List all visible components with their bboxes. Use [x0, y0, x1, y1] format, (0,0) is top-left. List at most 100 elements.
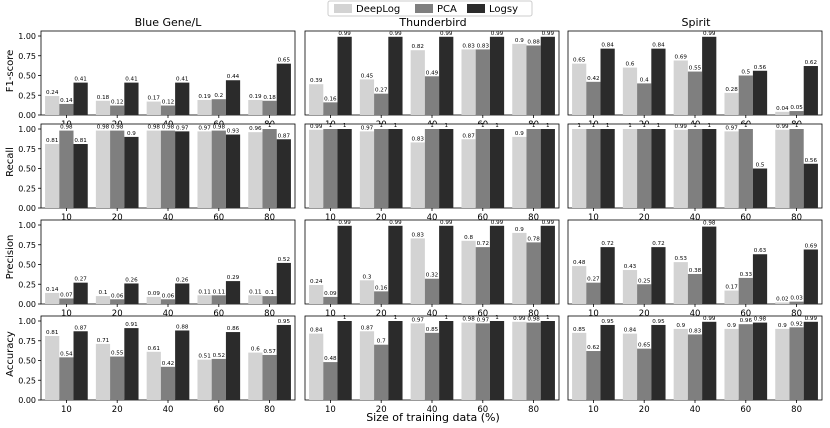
bar-pca-20 — [637, 83, 652, 115]
x-tick-label: 40 — [163, 213, 174, 223]
x-tick-label: 60 — [477, 213, 488, 223]
data-label: 0.81 — [74, 138, 87, 144]
x-tick-label: 10 — [61, 405, 72, 415]
bar-pca-10 — [59, 298, 74, 304]
data-label: 0.92 — [790, 321, 802, 327]
data-label: 0.84 — [652, 43, 665, 49]
bar-logsy-40 — [175, 82, 190, 115]
data-label: 0.95 — [652, 319, 665, 325]
bar-logsy-10 — [600, 247, 615, 304]
x-tick-label: 80 — [791, 213, 802, 223]
x-tick-label: 80 — [791, 309, 802, 319]
x-tick-label: 60 — [477, 309, 488, 319]
data-label: 0.98 — [60, 125, 73, 131]
data-label: 0.98 — [462, 317, 475, 323]
bar-deeplog-10 — [309, 129, 324, 208]
data-label: 0.71 — [97, 338, 110, 344]
data-label: 0.24 — [46, 90, 59, 96]
bar-pca-40 — [424, 76, 440, 115]
bar-pca-60 — [738, 129, 753, 208]
data-label: 0.29 — [227, 275, 240, 281]
bar-deeplog-80 — [775, 111, 790, 115]
data-label: 0.06 — [162, 293, 175, 299]
bar-deeplog-20 — [95, 296, 111, 304]
bar-logsy-10 — [73, 82, 88, 115]
data-label: 1 — [379, 123, 383, 129]
bar-pca-40 — [424, 278, 440, 304]
data-label: 0.99 — [491, 31, 504, 37]
bar-logsy-20 — [124, 136, 139, 208]
bar-pca-10 — [59, 103, 74, 115]
bar-pca-10 — [323, 362, 338, 400]
x-tick-label: 10 — [61, 309, 72, 319]
bar-logsy-40 — [702, 36, 717, 115]
panel-spirit-accuracy: 100.850.620.95200.840.650.95400.90.830.9… — [567, 315, 823, 415]
data-label: 1 — [495, 315, 499, 321]
bar-pca-40 — [160, 366, 176, 400]
data-label: 0.5 — [756, 163, 765, 169]
data-label: 0.83 — [412, 232, 425, 238]
bar-pca-60 — [211, 130, 226, 208]
data-label: 0.12 — [162, 100, 174, 106]
bar-deeplog-60 — [461, 49, 476, 115]
data-label: 0.97 — [477, 317, 490, 323]
x-tick-label: 40 — [163, 309, 174, 319]
bar-logsy-10 — [337, 36, 352, 115]
bar-logsy-80 — [276, 324, 291, 400]
row-label-recall: Recall — [5, 147, 16, 177]
y-tick-label: 0.50 — [18, 165, 36, 174]
x-tick-label: 20 — [112, 309, 123, 319]
bar-logsy-10 — [600, 324, 615, 400]
x-tick-label: 20 — [376, 405, 387, 415]
bar-deeplog-60 — [197, 99, 212, 115]
x-tick-label: 20 — [376, 309, 387, 319]
data-label: 0.39 — [310, 78, 323, 84]
bar-pca-80 — [526, 45, 541, 116]
bar-pca-20 — [374, 129, 389, 208]
data-label: 1 — [343, 123, 347, 129]
bar-pca-80 — [262, 129, 277, 208]
x-tick-label: 40 — [163, 405, 174, 415]
data-label: 0.7 — [377, 339, 386, 345]
bar-deeplog-10 — [572, 129, 587, 208]
bar-deeplog-80 — [512, 136, 527, 208]
y-tick-label: 0.25 — [18, 280, 36, 289]
data-label: 0.83 — [462, 43, 475, 49]
bar-pca-40 — [424, 129, 440, 208]
bar-logsy-60 — [752, 322, 768, 400]
data-label: 1 — [394, 123, 398, 129]
data-label: 0.11 — [249, 289, 262, 295]
data-label: 0.5 — [741, 70, 750, 76]
data-label: 1 — [546, 123, 550, 129]
bar-logsy-80 — [803, 249, 818, 304]
bar-deeplog-10 — [572, 266, 587, 304]
y-tick-label: 0.00 — [18, 204, 36, 213]
data-label: 0.1 — [99, 290, 108, 296]
bar-logsy-20 — [388, 225, 403, 304]
bar-deeplog-40 — [146, 130, 161, 208]
data-label: 0.99 — [675, 124, 688, 130]
y-tick-label: 0.25 — [18, 376, 36, 385]
bar-logsy-40 — [175, 330, 190, 400]
data-label: 0.99 — [542, 220, 555, 226]
data-label: 1 — [795, 123, 799, 129]
data-label: 0.63 — [754, 248, 767, 254]
y-tick-label: 0.50 — [18, 261, 36, 270]
data-label: 0.8 — [464, 235, 473, 241]
data-label: 0.98 — [148, 125, 161, 131]
bar-deeplog-40 — [410, 50, 425, 115]
data-label: 1 — [606, 123, 610, 129]
x-axis-label: Size of training data (%) — [366, 411, 500, 424]
data-label: 0.9 — [515, 131, 524, 137]
legend-label-pca: PCA — [437, 4, 457, 15]
data-label: 0.83 — [412, 136, 425, 142]
data-label: 0.56 — [754, 65, 767, 71]
data-label: 0.3 — [363, 274, 372, 280]
data-label: 0.99 — [389, 220, 402, 226]
bar-deeplog-60 — [724, 290, 739, 304]
y-tick-label: 0.00 — [18, 111, 36, 120]
data-label: 0.9 — [127, 131, 136, 137]
data-label: 1 — [444, 315, 448, 321]
